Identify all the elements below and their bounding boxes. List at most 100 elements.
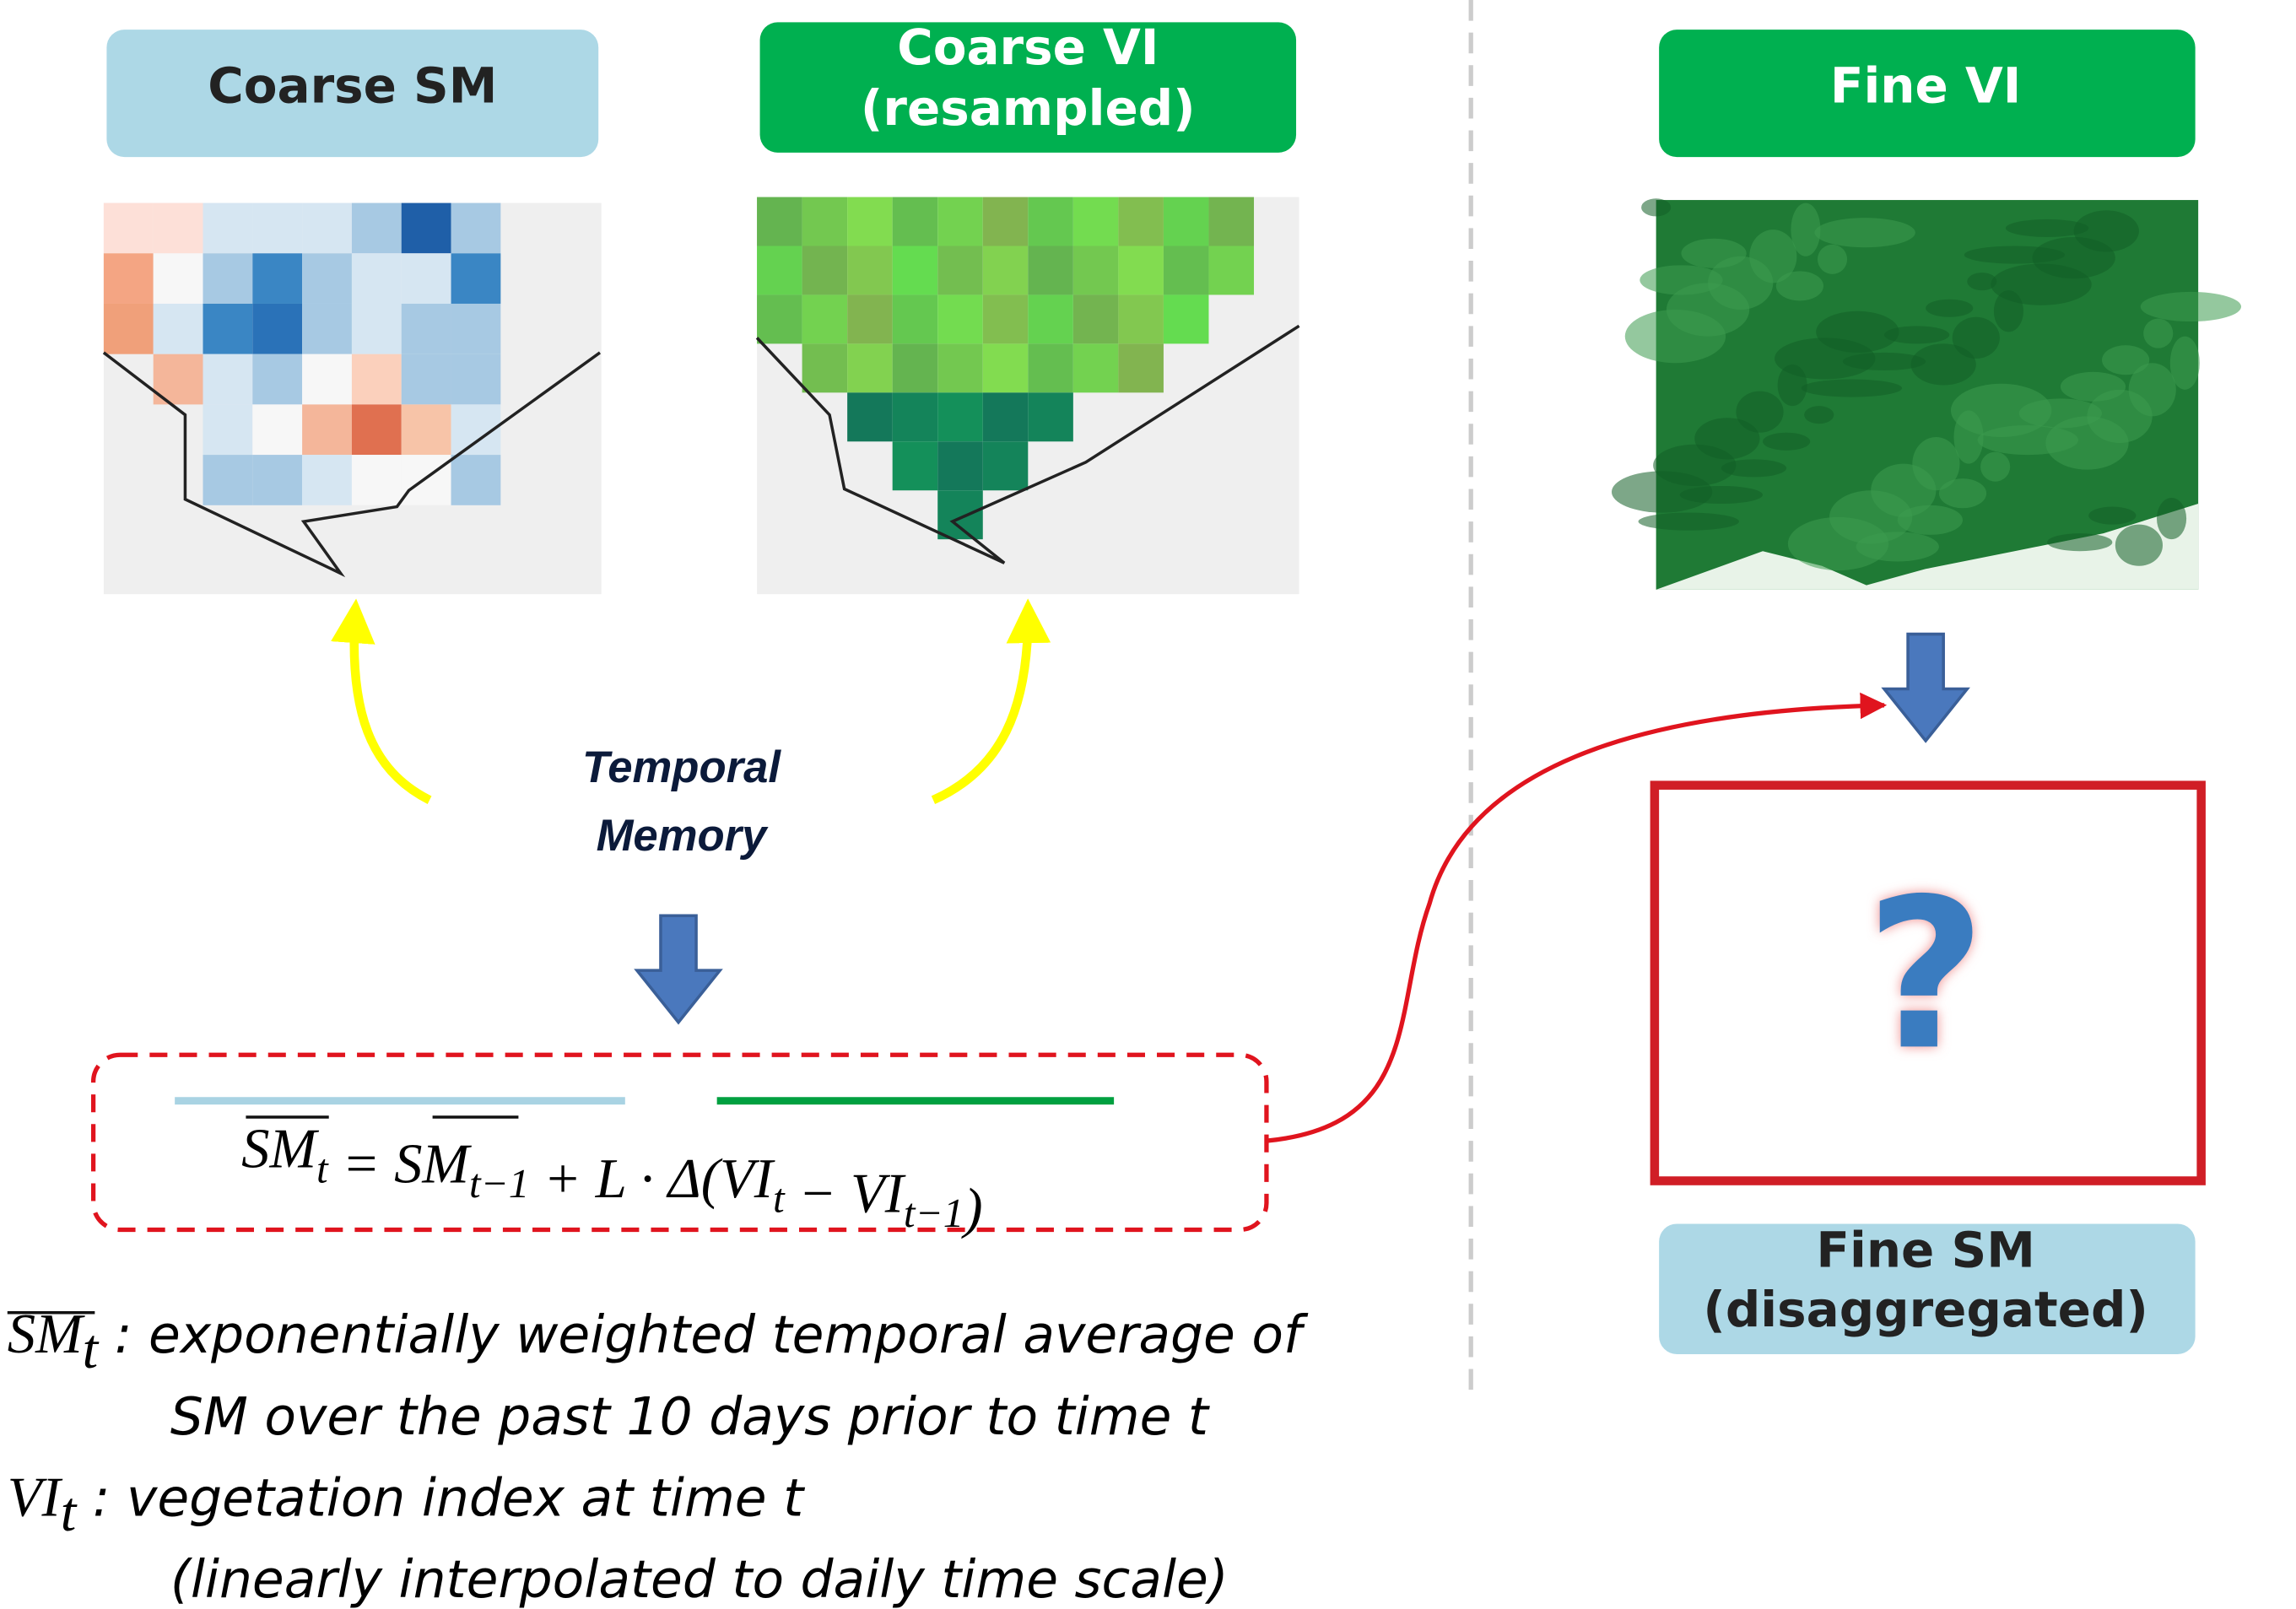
formula: SMt = SMt−1 + L · Δ(VIt − VIt−1) (241, 1119, 982, 1239)
map-cell (802, 197, 848, 246)
legend: SMt : exponentially weighted temporal av… (8, 1304, 1309, 1609)
map-cell (1028, 197, 1073, 246)
map-texture (1763, 433, 1810, 451)
map-cell (983, 246, 1029, 294)
map-texture (1951, 384, 2051, 437)
formula-part: SM (394, 1133, 472, 1195)
map-cell (893, 343, 938, 392)
map-cell (847, 343, 893, 392)
map-cell (847, 197, 893, 246)
map-texture (2143, 319, 2173, 348)
map-cell (203, 304, 253, 354)
map-cell (802, 246, 848, 294)
map-cell (402, 404, 451, 455)
map-cell (252, 304, 302, 354)
map-cell (154, 304, 203, 354)
legend-continuation: SM over the past 10 days prior to time t (170, 1387, 1210, 1447)
map-cell (1164, 246, 1209, 294)
map-cell (1208, 197, 1254, 246)
map-cell (104, 253, 154, 304)
map-texture (1964, 246, 2065, 263)
map-cell (302, 354, 352, 405)
map-cell (402, 354, 451, 405)
map-cell (802, 343, 848, 392)
map-cell (302, 455, 352, 505)
map-texture (2157, 498, 2186, 539)
legend-text: : exponentially weighted temporal averag… (98, 1305, 1309, 1365)
legend-line: VIt : vegetation index at time t (8, 1466, 805, 1543)
map-cell (1028, 294, 1073, 343)
map-cell (1208, 246, 1254, 294)
map-cell (1028, 343, 1073, 392)
map-cell (983, 441, 1029, 490)
map-cell (847, 294, 893, 343)
map-texture (2047, 533, 2112, 551)
map-cell (451, 455, 501, 505)
map-texture (1953, 317, 2000, 359)
map-cell (352, 304, 402, 354)
map-cell (1164, 294, 1209, 343)
fine-sm-label: Fine SM (1816, 1222, 2034, 1279)
map-cell (847, 246, 893, 294)
map-cell (893, 294, 938, 343)
map-cell (252, 253, 302, 304)
map-cell (302, 203, 352, 254)
map-cell (1118, 246, 1164, 294)
legend-line: SMt : exponentially weighted temporal av… (8, 1304, 1309, 1380)
map-cell (203, 404, 253, 455)
map-cell (302, 253, 352, 304)
map-texture (2102, 345, 2149, 375)
map-texture (1814, 218, 1915, 247)
formula-part: ) (960, 1178, 982, 1239)
coarse-vi-label: Coarse VI (897, 19, 1159, 76)
map-texture (1749, 229, 1796, 283)
map-cell (1118, 343, 1164, 392)
map-texture (1818, 245, 1847, 274)
map-texture (2115, 525, 2163, 566)
legend-text: : vegetation index at time t (76, 1468, 805, 1528)
map-cell (1028, 246, 1073, 294)
map-cell (893, 197, 938, 246)
map-cell (1073, 246, 1119, 294)
map-texture (2170, 337, 2200, 390)
map-cell (757, 294, 802, 343)
map-cell (937, 246, 983, 294)
map-cell (983, 343, 1029, 392)
map-cell (937, 392, 983, 441)
map-texture (1681, 239, 1746, 268)
map-cell (757, 246, 802, 294)
coarse-vi-label: (resampled) (861, 79, 1196, 137)
fine-vi-label: Fine VI (1830, 57, 2021, 114)
map-cell (203, 253, 253, 304)
map-texture (1980, 452, 2010, 482)
map-cell (1118, 197, 1164, 246)
map-cell (983, 294, 1029, 343)
map-cell (451, 354, 501, 405)
map-cell (757, 197, 802, 246)
map-cell (983, 392, 1029, 441)
map-texture (1912, 437, 1959, 490)
formula-part: = (328, 1133, 394, 1195)
formula-part: SM (241, 1119, 319, 1180)
map-cell (302, 304, 352, 354)
map-cell (937, 343, 983, 392)
map-texture (1641, 198, 1671, 216)
map-cell (937, 490, 983, 539)
map-cell (983, 197, 1029, 246)
map-cell (352, 404, 402, 455)
coarse-vi-map (757, 197, 1299, 595)
map-cell (1164, 197, 1209, 246)
map-cell (937, 441, 983, 490)
map-cell (252, 203, 302, 254)
map-texture (1736, 391, 1783, 433)
legend-sub: t (83, 1319, 100, 1380)
map-cell (203, 455, 253, 505)
legend-continuation: (linearly interpolated to daily time sca… (170, 1550, 1229, 1609)
map-cell (352, 354, 402, 405)
map-texture (1804, 406, 1834, 424)
map-cell (451, 203, 501, 254)
map-cell (893, 392, 938, 441)
formula-sub: t−1 (904, 1190, 964, 1236)
memory-label: Temporal (582, 742, 781, 792)
yellow-arrow (933, 607, 1028, 800)
